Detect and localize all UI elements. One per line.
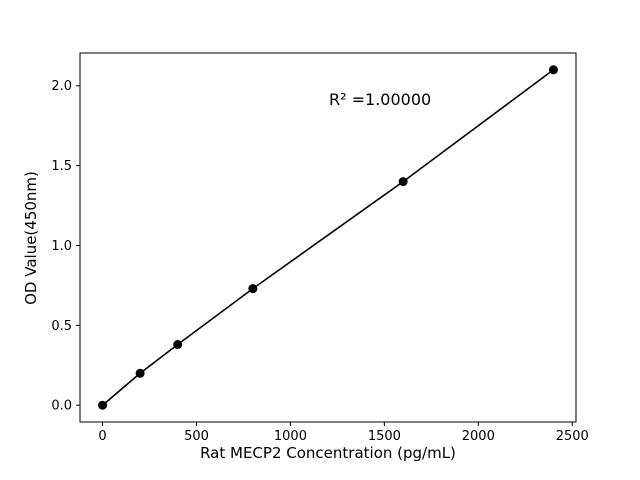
y-tick-label: 0.5	[51, 319, 72, 334]
y-tick-label: 2.0	[51, 79, 72, 94]
data-point	[398, 177, 408, 187]
x-tick-label: 0	[98, 429, 106, 444]
x-tick-label: 1500	[368, 429, 401, 444]
x-tick-label: 500	[184, 429, 209, 444]
r-squared-annotation: R² =1.00000	[329, 90, 432, 109]
y-tick-label: 1.0	[51, 239, 72, 254]
y-tick-label: 1.5	[51, 159, 72, 174]
data-point	[135, 368, 145, 378]
x-axis-label: Rat MECP2 Concentration (pg/mL)	[200, 444, 456, 462]
regression-line	[102, 69, 554, 406]
y-axis-label: OD Value(450nm)	[22, 171, 40, 305]
data-point	[248, 284, 258, 294]
y-tick-label: 0.0	[51, 399, 72, 414]
data-point	[173, 340, 183, 350]
x-tick-label: 2000	[462, 429, 495, 444]
x-tick-label: 2500	[556, 429, 589, 444]
plot-frame	[79, 52, 577, 423]
data-point	[98, 400, 108, 410]
x-tick-label: 1000	[274, 429, 307, 444]
data-point	[548, 65, 558, 75]
